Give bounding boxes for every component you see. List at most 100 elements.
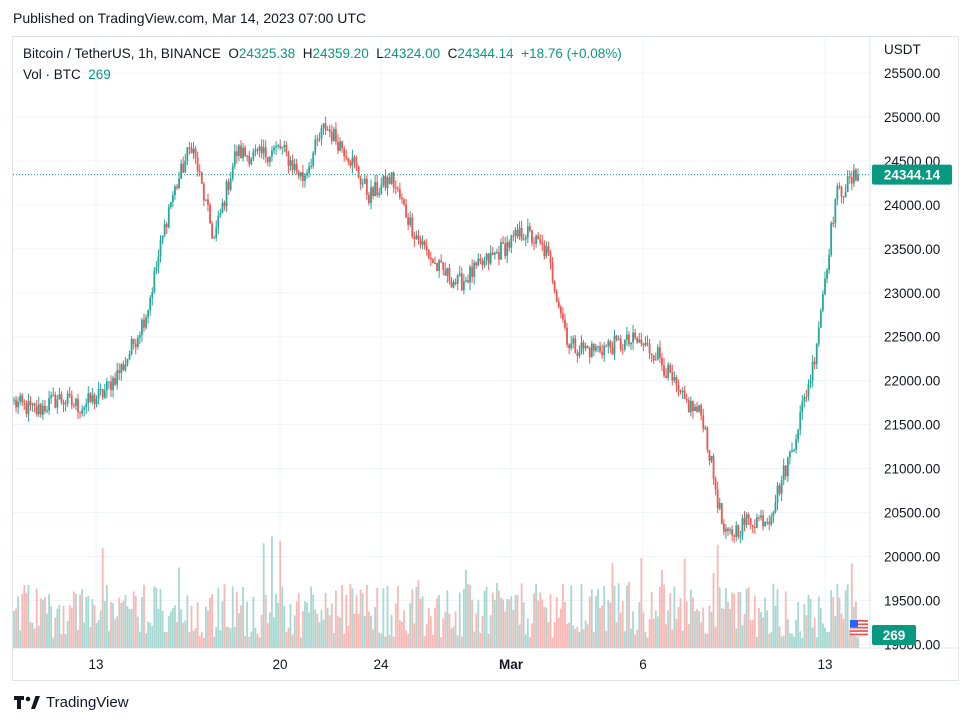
volume-bar: [341, 585, 344, 648]
candle-body: [493, 252, 496, 255]
volume-bar: [318, 622, 321, 648]
volume-bar: [551, 637, 554, 648]
candle-body: [498, 252, 500, 260]
candle-body: [718, 502, 721, 509]
volume-bar: [553, 622, 556, 648]
high-value: 24359.20: [312, 46, 369, 61]
candle-body: [764, 521, 767, 527]
chart-frame[interactable]: [12, 36, 959, 681]
candle-body: [21, 395, 24, 403]
y-tick-label: 24000.00: [884, 198, 940, 213]
volume-bar: [458, 592, 461, 648]
symbol-label[interactable]: Bitcoin / TetherUS, 1h, BINANCE: [23, 46, 221, 61]
candle-body: [815, 343, 818, 365]
volume-bar: [39, 598, 42, 648]
candle-body: [483, 259, 486, 266]
volume-label[interactable]: Vol · BTC: [23, 67, 81, 82]
volume-bar: [582, 629, 585, 648]
candle-body: [97, 389, 100, 399]
candle-body: [481, 260, 484, 266]
volume-bar: [574, 629, 577, 648]
volume-bar: [382, 588, 385, 648]
volume-bar: [91, 599, 94, 648]
volume-bar: [675, 618, 678, 648]
candle-body: [17, 401, 20, 408]
candle-body: [143, 319, 145, 328]
volume-bar: [427, 607, 430, 648]
volume-bar: [124, 595, 127, 648]
candle-body: [157, 256, 160, 268]
volume-bar: [708, 605, 711, 648]
volume-bar: [498, 590, 500, 648]
volume-bar: [153, 586, 156, 648]
candle-body: [165, 223, 168, 228]
candle-body: [582, 342, 585, 349]
volume-bar: [822, 623, 824, 648]
volume-bar: [549, 594, 552, 648]
volume-bar: [229, 628, 232, 648]
volume-bar: [70, 607, 73, 648]
volume-bar: [545, 607, 548, 648]
volume-bar: [826, 632, 828, 648]
candle-body: [209, 204, 211, 224]
volume-bar: [815, 637, 818, 648]
candle-body: [161, 235, 164, 241]
volume-bar: [683, 558, 686, 648]
volume-bar: [735, 628, 738, 648]
candle-body: [110, 381, 112, 391]
volume-bar: [151, 626, 154, 648]
volume-bar: [731, 592, 734, 648]
candle-body: [405, 204, 407, 218]
candle-body: [836, 186, 839, 200]
volume-bar: [376, 587, 379, 648]
volume-bar: [681, 630, 684, 648]
volume-bar: [202, 637, 205, 648]
candle-body: [33, 403, 36, 407]
volume-bar: [361, 593, 364, 648]
candle-body: [549, 252, 552, 263]
volume-bar: [149, 622, 152, 648]
volume-bar: [838, 597, 841, 648]
candle-body: [304, 175, 306, 181]
volume-bar: [240, 605, 242, 648]
volume-bar: [48, 594, 50, 648]
candle-body: [848, 176, 851, 178]
volume-bar: [722, 609, 725, 648]
volume-bar: [452, 626, 455, 648]
candle-body: [696, 406, 698, 412]
candle-body: [419, 239, 422, 245]
footer-brand[interactable]: TradingView: [14, 694, 129, 711]
candle-body: [562, 313, 564, 320]
volume-bar: [250, 631, 253, 648]
candle-body: [737, 525, 740, 537]
volume-bar: [219, 630, 222, 648]
candle-body: [318, 138, 321, 140]
volume-bar: [764, 597, 767, 648]
change-value: +18.76 (+0.08%): [521, 46, 622, 61]
volume-bar: [87, 596, 90, 648]
candle-body: [485, 253, 488, 260]
volume-bar: [456, 635, 459, 648]
volume-bar: [157, 608, 160, 648]
volume-bar: [848, 629, 851, 648]
volume-value: 269: [88, 67, 111, 82]
candle-body: [27, 400, 30, 414]
candle-body: [739, 535, 742, 537]
volume-bar: [281, 586, 284, 648]
volume-badge: [872, 625, 916, 645]
candle-body: [421, 241, 424, 245]
volume-bar: [77, 629, 79, 648]
volume-bar: [17, 596, 20, 648]
volume-bar: [611, 563, 614, 648]
volume-bar: [108, 631, 110, 648]
candle-body: [283, 144, 286, 148]
volume-bar: [283, 605, 286, 648]
candle-body: [782, 465, 785, 481]
volume-bar: [578, 632, 581, 648]
candle-body: [776, 485, 779, 503]
candle-body: [452, 282, 455, 288]
candle-body: [50, 395, 53, 399]
volume-bar: [194, 628, 197, 648]
volume-bar: [539, 592, 542, 648]
